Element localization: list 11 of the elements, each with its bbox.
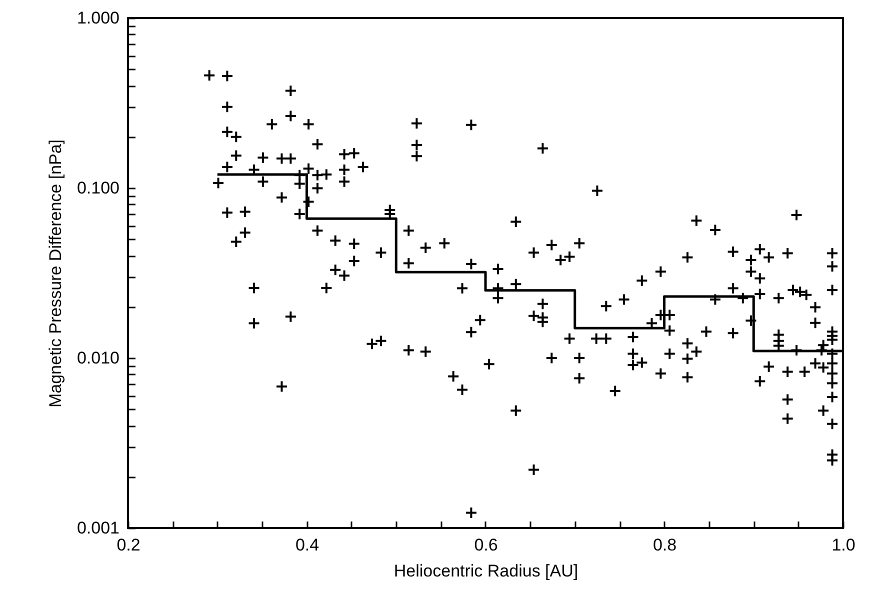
x-tick-label: 0.4 (295, 536, 320, 554)
x-tick-label: 0.6 (474, 536, 498, 554)
x-tick-label: 0.8 (652, 536, 677, 554)
y-tick-label: 1.000 (76, 8, 120, 28)
x-axis-title: Heliocentric Radius [AU] (394, 562, 578, 580)
y-tick-label: 0.100 (76, 178, 120, 198)
x-tick-label: 1.0 (832, 536, 856, 554)
x-tick-label: 0.2 (116, 536, 140, 554)
y-axis-title: Magnetic Pressure Difference [nPa] (46, 139, 65, 408)
y-tick-label: 0.001 (76, 518, 120, 538)
y-tick-label: 0.010 (76, 348, 120, 368)
